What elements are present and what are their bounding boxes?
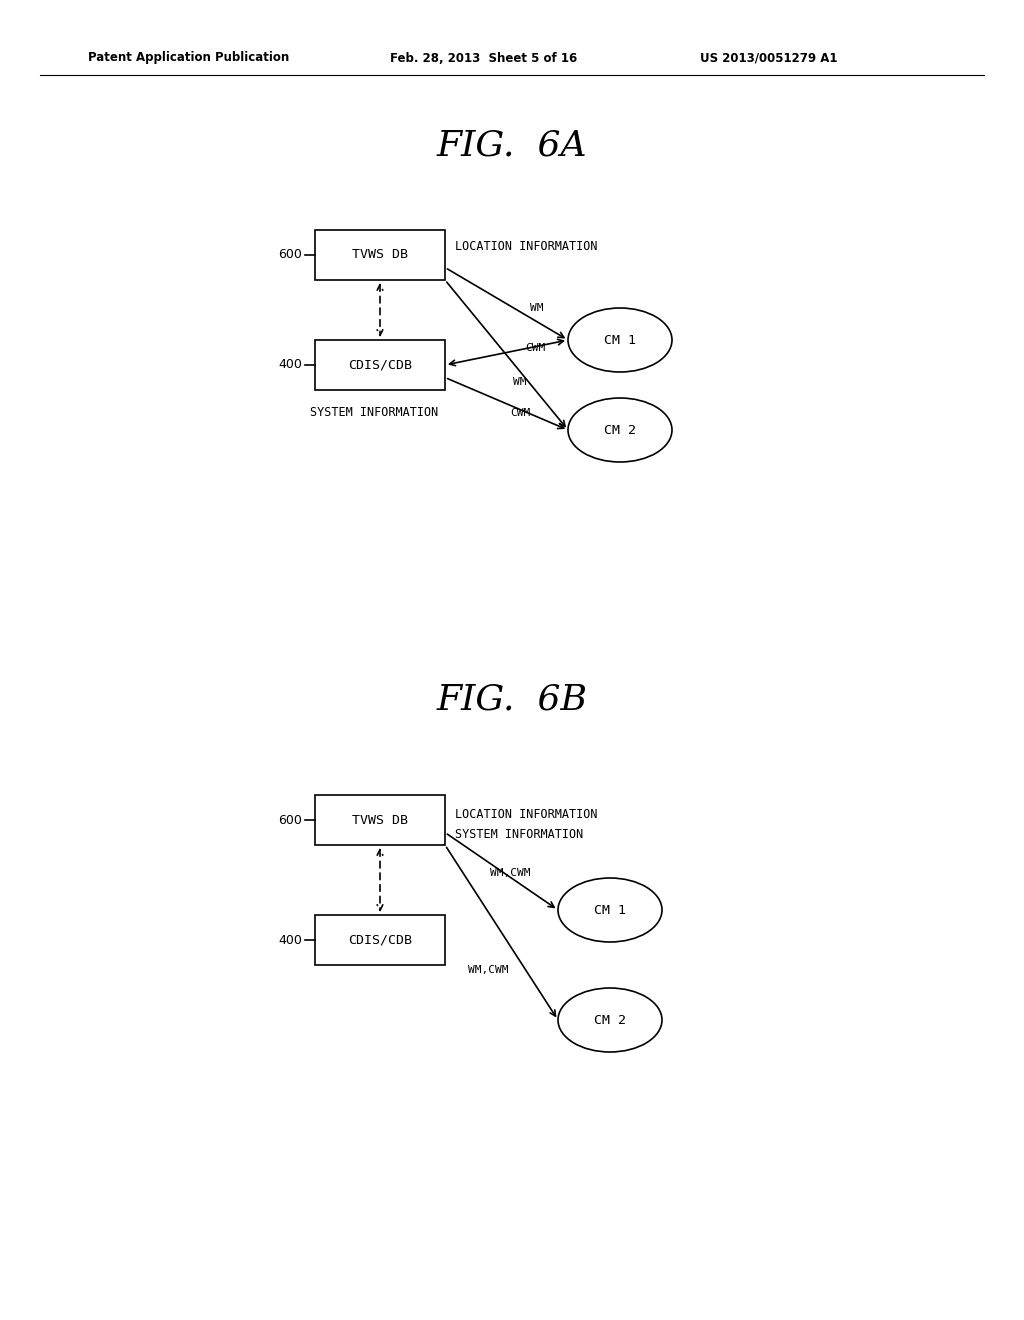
Bar	[315, 795, 445, 845]
Ellipse shape	[558, 987, 662, 1052]
Text: LOCATION INFORMATION: LOCATION INFORMATION	[455, 240, 597, 253]
Text: CWM: CWM	[510, 408, 530, 418]
Ellipse shape	[558, 878, 662, 942]
Text: FIG.  6A: FIG. 6A	[436, 128, 588, 162]
Text: FIG.  6B: FIG. 6B	[436, 682, 588, 717]
Text: WM,CWM: WM,CWM	[468, 965, 509, 975]
Text: CDIS/CDB: CDIS/CDB	[348, 359, 412, 371]
Text: 400: 400	[279, 933, 302, 946]
Text: CM 1: CM 1	[604, 334, 636, 346]
Text: WM: WM	[530, 304, 544, 313]
Bar	[315, 230, 445, 280]
Text: CWM: CWM	[525, 343, 545, 352]
Text: CM 1: CM 1	[594, 903, 626, 916]
Text: US 2013/0051279 A1: US 2013/0051279 A1	[700, 51, 838, 65]
Text: CM 2: CM 2	[604, 424, 636, 437]
Ellipse shape	[568, 308, 672, 372]
Text: Feb. 28, 2013  Sheet 5 of 16: Feb. 28, 2013 Sheet 5 of 16	[390, 51, 578, 65]
Bar	[315, 341, 445, 389]
Text: WM,CWM: WM,CWM	[490, 869, 530, 878]
Text: Patent Application Publication: Patent Application Publication	[88, 51, 289, 65]
Text: TVWS DB: TVWS DB	[352, 248, 408, 261]
Text: TVWS DB: TVWS DB	[352, 813, 408, 826]
Bar	[315, 915, 445, 965]
Text: 400: 400	[279, 359, 302, 371]
Text: CDIS/CDB: CDIS/CDB	[348, 933, 412, 946]
Text: SYSTEM INFORMATION: SYSTEM INFORMATION	[310, 405, 438, 418]
Text: CM 2: CM 2	[594, 1014, 626, 1027]
Text: SYSTEM INFORMATION: SYSTEM INFORMATION	[455, 829, 584, 842]
Text: LOCATION INFORMATION: LOCATION INFORMATION	[455, 808, 597, 821]
Text: WM: WM	[513, 378, 526, 387]
Text: 600: 600	[279, 248, 302, 261]
Ellipse shape	[568, 399, 672, 462]
Text: 600: 600	[279, 813, 302, 826]
